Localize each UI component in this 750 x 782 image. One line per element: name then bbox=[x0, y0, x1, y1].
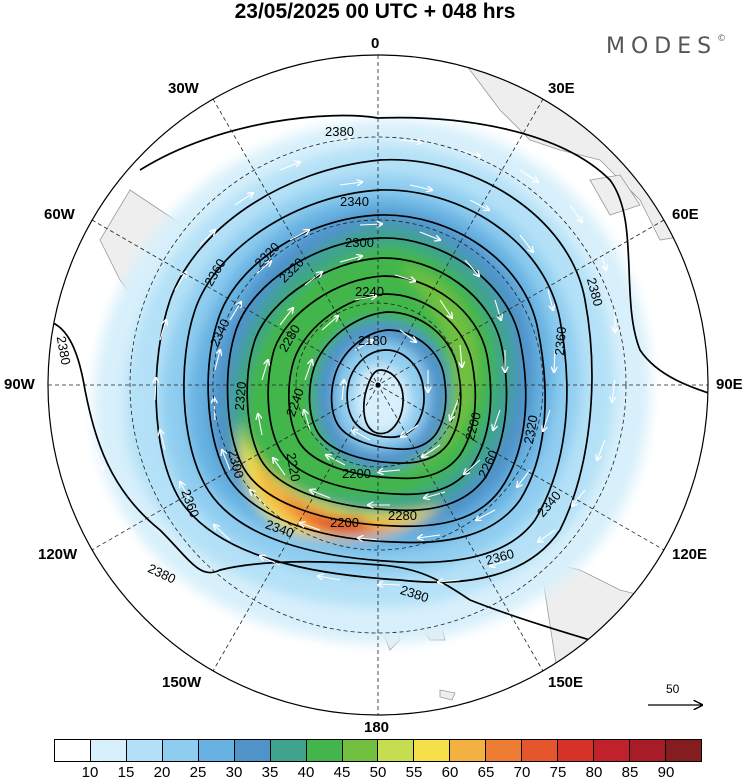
contour-label: 2280 bbox=[388, 508, 417, 523]
modes-logo: MODES© bbox=[606, 34, 726, 59]
colorbar-label: 15 bbox=[117, 764, 135, 781]
colorbar-swatch bbox=[55, 740, 91, 761]
colorbar-swatch bbox=[234, 740, 271, 761]
colorbar-swatch bbox=[450, 740, 487, 761]
colorbar-label: 55 bbox=[405, 764, 423, 781]
contour-label: 2340 bbox=[340, 194, 369, 209]
contour-label: 2220 bbox=[284, 452, 304, 483]
colorbar bbox=[54, 739, 702, 762]
colorbar-swatch bbox=[486, 740, 523, 761]
colorbar-label: 75 bbox=[549, 764, 567, 781]
colorbar-swatch bbox=[665, 740, 701, 761]
colorbar-label: 70 bbox=[513, 764, 531, 781]
reference-vector-label: 50 bbox=[666, 682, 680, 696]
map-title: 23/05/2025 00 UTC + 048 hrs bbox=[234, 0, 516, 23]
colorbar-swatch bbox=[378, 740, 415, 761]
contour-label: 2200 bbox=[330, 515, 359, 530]
colorbar-swatch bbox=[270, 740, 307, 761]
colorbar-swatch bbox=[522, 740, 559, 761]
colorbar-swatch bbox=[630, 740, 666, 761]
lon-label-180: 180 bbox=[364, 719, 390, 736]
brand-text: MODES bbox=[606, 34, 718, 59]
lon-label-120w: 120W bbox=[38, 546, 78, 563]
contour-label: 2320 bbox=[521, 414, 541, 445]
colorbar-swatch bbox=[558, 740, 595, 761]
lon-label-0: 0 bbox=[371, 35, 380, 52]
colorbar-swatch bbox=[306, 740, 343, 761]
contour-label: 2300 bbox=[225, 448, 247, 480]
colorbar-label: 10 bbox=[81, 764, 99, 781]
colorbar-label: 65 bbox=[477, 764, 495, 781]
lon-label-150w: 150W bbox=[162, 674, 202, 691]
lon-label-60w: 60W bbox=[44, 206, 75, 223]
lon-label-90e: 90E bbox=[716, 376, 743, 393]
colorbar-label: 20 bbox=[153, 764, 171, 781]
colorbar-label: 40 bbox=[297, 764, 315, 781]
colorbar-swatch bbox=[162, 740, 199, 761]
contour-label: 2200 bbox=[342, 466, 371, 481]
lon-label-30w: 30W bbox=[168, 80, 199, 97]
colorbar-swatch bbox=[126, 740, 163, 761]
colorbar-swatch bbox=[342, 740, 379, 761]
contour-label: 2380 bbox=[325, 124, 354, 139]
brand-mark: © bbox=[717, 34, 727, 44]
lon-label-30e: 30E bbox=[548, 80, 575, 97]
colorbar-label: 80 bbox=[585, 764, 603, 781]
contour-label: 2320 bbox=[232, 381, 249, 411]
colorbar-swatch bbox=[198, 740, 235, 761]
pole-marker bbox=[375, 382, 381, 388]
map-boundary bbox=[47, 54, 709, 716]
lon-label-150e: 150E bbox=[548, 674, 584, 691]
colorbar-label: 45 bbox=[333, 764, 351, 781]
lon-label-120e: 120E bbox=[672, 546, 708, 563]
contour-label: 2360 bbox=[484, 546, 516, 568]
colorbar-label: 30 bbox=[225, 764, 243, 781]
colorbar-label: 50 bbox=[369, 764, 387, 781]
colorbar-swatch bbox=[594, 740, 630, 761]
contour-label: 2380 bbox=[584, 276, 606, 308]
height-contours bbox=[48, 114, 708, 671]
colorbar-label: 60 bbox=[441, 764, 459, 781]
contour-label: 2360 bbox=[552, 326, 569, 356]
colorbar-label: 25 bbox=[189, 764, 207, 781]
colorbar-label: 90 bbox=[657, 764, 675, 781]
contour-label: 2180 bbox=[358, 333, 387, 348]
colorbar-swatch bbox=[90, 740, 127, 761]
wind-vectors bbox=[90, 109, 670, 650]
contour-label: 2200 bbox=[462, 410, 484, 442]
colorbar-label: 35 bbox=[261, 764, 279, 781]
colorbar-swatch bbox=[414, 740, 451, 761]
contour-label: 2300 bbox=[345, 235, 374, 250]
contour-label: 2240 bbox=[355, 284, 384, 299]
colorbar-label: 85 bbox=[621, 764, 639, 781]
contour-label: 2380 bbox=[54, 335, 74, 366]
lon-label-60e: 60E bbox=[672, 206, 699, 223]
lon-label-90w: 90W bbox=[4, 376, 35, 393]
